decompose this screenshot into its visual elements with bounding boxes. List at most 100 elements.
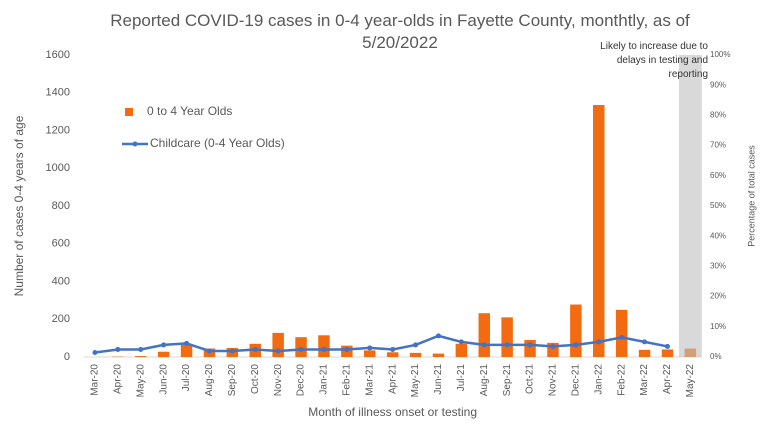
bar [547, 342, 559, 357]
line-marker [619, 334, 625, 340]
y-tick-label: 1200 [46, 124, 70, 136]
x-tick-label: Oct-20 [250, 364, 261, 394]
line-marker [344, 346, 350, 352]
bar [501, 317, 513, 357]
line-marker [458, 339, 464, 345]
bar [478, 313, 490, 357]
y2-tick-label: 60% [710, 171, 726, 180]
y2-tick-label: 70% [710, 141, 726, 150]
x-tick-label: Dec-21 [570, 364, 581, 397]
x-tick-label: Sep-21 [502, 364, 513, 397]
line-marker [390, 346, 396, 352]
y2-tick-label: 30% [710, 262, 726, 271]
y2-tick-label: 10% [710, 322, 726, 331]
line-marker [252, 346, 258, 352]
legend-swatch [125, 108, 133, 116]
x-tick-label: Aug-21 [479, 364, 490, 397]
line-marker [206, 348, 212, 354]
bar [364, 350, 376, 357]
x-tick-label: Dec-20 [296, 364, 307, 397]
x-tick-label: Sep-20 [227, 364, 238, 397]
line-marker [481, 342, 487, 348]
y-tick-label: 1400 [46, 87, 70, 99]
bar [638, 349, 651, 357]
line-marker [550, 343, 556, 349]
legend-label: 0 to 4 Year Olds [147, 104, 232, 118]
bar [157, 351, 170, 357]
bar [455, 343, 468, 357]
y2-tick-label: 90% [710, 80, 726, 89]
line-marker [573, 342, 579, 348]
y2-tick-label: 50% [710, 201, 726, 210]
bar [409, 352, 422, 357]
bar [318, 335, 330, 357]
bar [135, 356, 147, 357]
y2-tick-label: 100% [710, 50, 730, 59]
y-axis-label: Number of cases 0-4 years of age [12, 115, 26, 296]
bar [570, 304, 582, 357]
x-tick-label: Apr-20 [112, 364, 123, 394]
x-tick-label: Apr-22 [662, 364, 673, 394]
line [94, 334, 668, 354]
shade [678, 55, 702, 357]
line-marker [504, 342, 510, 348]
y2-tick-label: 0% [710, 352, 722, 361]
x-tick-label: Mar-22 [639, 364, 650, 396]
y-tick-label: 800 [52, 200, 70, 212]
x-tick-label: Aug-20 [204, 364, 215, 397]
x-tick-label: Apr-21 [387, 364, 398, 394]
x-tick-label: May-20 [135, 364, 146, 398]
line-marker [275, 348, 281, 354]
bar [524, 340, 536, 357]
x-tick-label: May-21 [410, 364, 421, 398]
x-tick-label: Jan-21 [319, 364, 330, 395]
y2-axis-label: Percentage of total cases [746, 145, 756, 247]
bar [180, 344, 193, 357]
x-tick-label: Nov-21 [548, 364, 559, 397]
x-tick-label: Jul-21 [456, 364, 467, 392]
legend-marker [132, 141, 138, 147]
y2-tick-label: 40% [710, 231, 726, 240]
line-marker [184, 340, 190, 346]
x-tick-label: Mar-20 [90, 364, 101, 396]
bar [593, 105, 605, 357]
x-tick-label: Nov-20 [273, 364, 284, 397]
line-marker [298, 346, 304, 352]
line-marker [367, 345, 373, 351]
y-tick-label: 400 [52, 275, 70, 287]
line-marker [161, 342, 167, 348]
chart-title: Reported COVID-19 cases in 0-4 year-olds… [110, 11, 690, 52]
x-tick-label: Mar-21 [364, 364, 375, 396]
annotation: Likely to increase due to delays in test… [600, 41, 708, 80]
line-marker [321, 346, 327, 352]
x-tick-label: Jul-20 [181, 364, 192, 392]
legend-label: Childcare (0-4 Year Olds) [150, 136, 285, 150]
line-marker [664, 343, 670, 349]
x-tick-label: May-22 [685, 364, 696, 398]
line-marker [92, 349, 98, 355]
bar [386, 352, 399, 357]
y-tick-label: 200 [52, 313, 70, 325]
y2-tick-label: 80% [710, 111, 726, 120]
x-tick-label: Oct-21 [525, 364, 536, 394]
line-marker [229, 348, 235, 354]
line-marker [642, 339, 648, 345]
y-tick-label: 0 [64, 351, 70, 363]
bar [661, 349, 674, 357]
line-marker [138, 346, 144, 352]
bar [615, 309, 628, 357]
y2-tick-label: 20% [710, 292, 726, 301]
bar [272, 332, 284, 357]
line-marker [527, 342, 533, 348]
y-tick-label: 1600 [46, 49, 70, 61]
y-tick-label: 600 [52, 238, 70, 250]
line-marker [435, 333, 441, 339]
x-tick-label: Feb-21 [341, 364, 352, 396]
line-marker [115, 346, 121, 352]
x-tick-label: Jan-22 [593, 364, 604, 395]
bar [432, 353, 445, 357]
line-marker [596, 339, 602, 345]
x-tick-label: Feb-22 [616, 364, 627, 396]
